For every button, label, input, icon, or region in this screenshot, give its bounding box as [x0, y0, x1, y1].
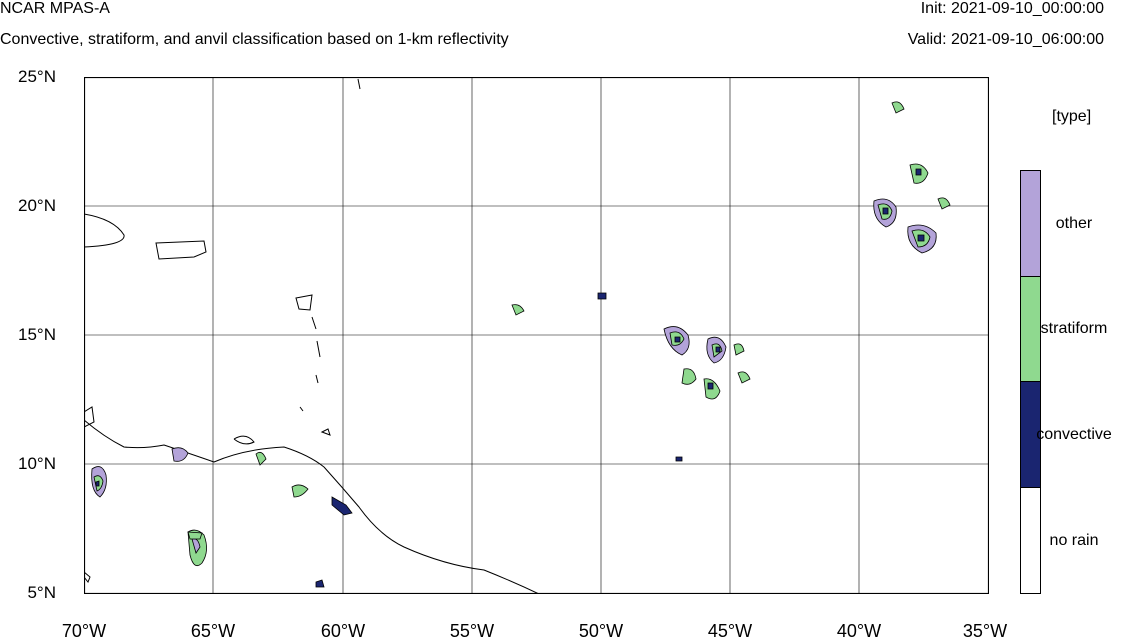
- hispaniola-coast: [84, 213, 125, 248]
- lat-label-15n: 15°N: [18, 325, 56, 344]
- legend-label-other: other: [1055, 215, 1093, 232]
- valid-time: Valid: 2021-09-10_06:00:00: [907, 31, 1104, 48]
- cell-convective: [675, 456, 683, 462]
- cell-other: [171, 447, 189, 462]
- cell-convective: [674, 336, 681, 343]
- cell-convective: [707, 382, 714, 390]
- cell-stratiform: [291, 484, 309, 498]
- cell-stratiform: [737, 371, 751, 384]
- legend-label-convective: convective: [1036, 426, 1112, 443]
- legend-swatch-stratiform: [1020, 276, 1041, 382]
- lon-label-60w: 60°W: [320, 621, 366, 641]
- cell-convective: [917, 234, 925, 242]
- cell-convective: [95, 480, 100, 487]
- barbados-coast: [357, 78, 361, 90]
- south-america-coast: [84, 419, 540, 594]
- cell-stratiform: [511, 304, 525, 316]
- lat-label-5n: 5°N: [27, 583, 56, 602]
- precip-cells: [91, 101, 951, 588]
- cell-convective: [331, 496, 353, 516]
- antilles-chain: [295, 294, 321, 412]
- cell-convective: [597, 292, 607, 300]
- cell-stratiform: [891, 101, 905, 114]
- lon-label-70w: 70°W: [61, 621, 107, 641]
- lon-label-65w: 65°W: [190, 621, 236, 641]
- cell-stratiform: [733, 343, 745, 356]
- model-title: NCAR MPAS-A: [0, 0, 110, 17]
- init-time: Init: 2021-09-10_00:00:00: [920, 0, 1104, 17]
- lon-label-35w: 35°W: [962, 621, 1008, 641]
- puerto-rico-coast: [155, 240, 207, 260]
- map-panel: [84, 77, 989, 594]
- cell-stratiform: [681, 368, 697, 385]
- cell-stratiform: [255, 451, 267, 466]
- lon-label-55w: 55°W: [449, 621, 495, 641]
- cell-convective: [315, 579, 325, 588]
- map-border: [84, 77, 989, 594]
- graticule: [84, 77, 989, 594]
- lon-label-40w: 40°W: [836, 621, 882, 641]
- legend-swatch-other: [1020, 170, 1041, 277]
- guiana-coast: [84, 571, 91, 583]
- lon-label-50w: 50°W: [578, 621, 624, 641]
- legend-title: [type]: [1052, 108, 1092, 125]
- venezuela-islands: [84, 406, 95, 428]
- lat-label-10n: 10°N: [18, 454, 56, 473]
- cell-stratiform: [187, 531, 203, 540]
- field-description: Convective, stratiform, and anvil classi…: [0, 31, 509, 48]
- lat-label-20n: 20°N: [18, 196, 56, 215]
- cell-convective: [882, 207, 889, 215]
- legend-swatch-no-rain: [1020, 487, 1041, 594]
- cell-stratiform: [937, 197, 951, 210]
- lon-label-45w: 45°W: [707, 621, 753, 641]
- lat-label-25n: 25°N: [18, 67, 56, 86]
- trinidad-coast: [233, 435, 255, 445]
- cell-convective: [915, 168, 922, 176]
- tobago-coast: [320, 428, 331, 436]
- coastlines: [84, 78, 540, 594]
- legend-label-stratiform: stratiform: [1040, 320, 1108, 337]
- cell-convective: [715, 346, 721, 353]
- legend-label-no-rain: no rain: [1049, 532, 1099, 549]
